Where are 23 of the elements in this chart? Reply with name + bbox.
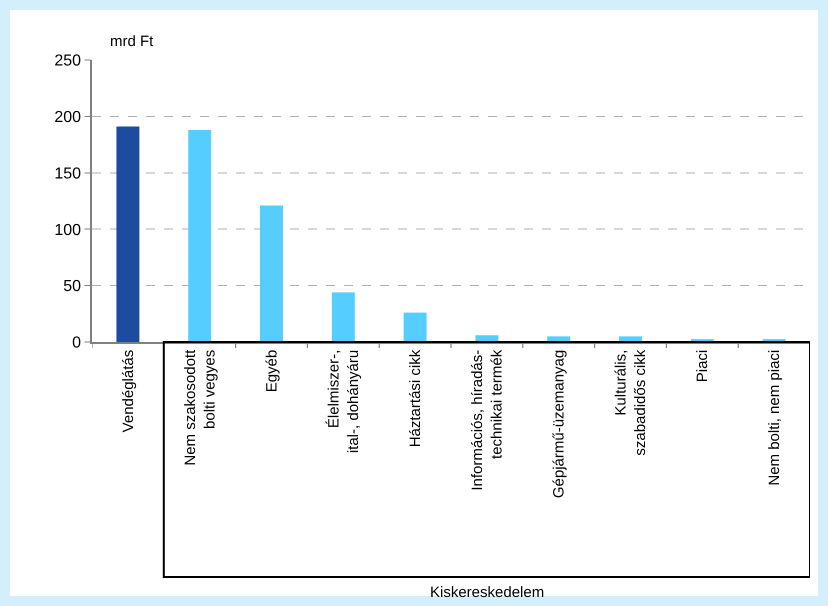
- x-tick-label: Nem bolti, nem piaci: [766, 350, 783, 486]
- y-tick-label: 50: [63, 278, 82, 296]
- x-tick-label: Piaci: [694, 350, 712, 382]
- text: Kiskereskedelem: [430, 584, 544, 601]
- bar: [332, 292, 355, 342]
- x-tick-label: Vendéglátás: [120, 350, 137, 432]
- bar: [404, 312, 427, 342]
- y-axis-title: mrd Ft: [110, 33, 154, 50]
- x-tick-label: Gépjármű-üzemanyag: [550, 350, 568, 498]
- bar: [260, 206, 283, 342]
- x-tick-label: Élelmiszer-, ital-, dohányáru: [324, 350, 362, 454]
- x-tick-label: Kulturális, szabadidős cikk: [612, 349, 650, 456]
- bar: [188, 130, 212, 342]
- x-tick-label: Információs, híradás- technikai termék: [469, 349, 506, 491]
- y-tick-label: 0: [72, 334, 82, 352]
- y-tick-label: 100: [54, 222, 82, 239]
- x-tick-label: Egyéb: [263, 350, 280, 392]
- y-tick-label: 200: [54, 109, 82, 126]
- bar: [116, 126, 140, 342]
- x-tick-label: Háztartási cikk: [406, 349, 424, 448]
- y-tick-label: 150: [54, 165, 82, 182]
- y-tick-label: 250: [54, 52, 82, 70]
- x-tick-label: Nem szakosodott bolti vegyes: [182, 348, 218, 466]
